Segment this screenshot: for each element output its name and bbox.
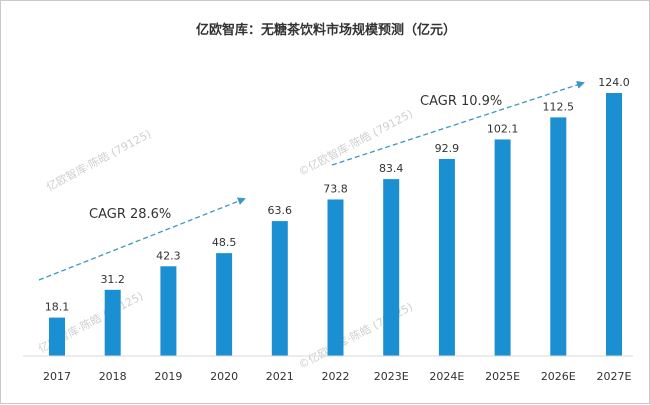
x-tick-2026E: 2026E — [541, 370, 576, 383]
bar-2026E — [550, 117, 567, 356]
x-tick-2018: 2018 — [99, 370, 127, 383]
value-label-2021: 63.6 — [268, 204, 293, 217]
bar-2017 — [49, 317, 65, 356]
bar-2025E — [494, 139, 511, 356]
x-tick-2019: 2019 — [154, 370, 182, 383]
chart-title: 亿欧智库：无糖茶饮料市场规模预测（亿元） — [196, 22, 456, 38]
x-tick-2022: 2022 — [322, 370, 350, 383]
x-tick-2021: 2021 — [266, 370, 294, 383]
bar-2021 — [271, 221, 288, 356]
value-label-2017: 18.1 — [45, 301, 70, 314]
bar-2019 — [160, 266, 177, 356]
value-label-2020: 48.5 — [212, 236, 237, 249]
value-label-2019: 42.3 — [156, 249, 181, 262]
x-tick-2017: 2017 — [43, 370, 71, 383]
cagr-label-1: CAGR 28.6% — [89, 207, 171, 222]
x-tick-2024E: 2024E — [429, 370, 464, 383]
x-tick-2020: 2020 — [210, 370, 238, 383]
cagr-arrow-2 — [331, 81, 585, 166]
bar-2024E — [438, 158, 455, 356]
value-label-2025E: 102.1 — [487, 122, 519, 135]
cagr-arrow-1 — [38, 197, 246, 281]
bar-2018 — [104, 289, 121, 356]
bar-2020 — [216, 253, 233, 356]
watermark-1: 亿欧智库·陈皓 (79125) — [44, 127, 154, 194]
cagr-label-2: CAGR 10.9% — [420, 94, 502, 109]
value-label-2024E: 92.9 — [435, 142, 460, 155]
value-label-2018: 31.2 — [100, 273, 125, 286]
x-tick-2027E: 2027E — [597, 370, 632, 383]
bar-2027E — [606, 93, 622, 356]
x-tick-2023E: 2023E — [374, 370, 409, 383]
bar-2022 — [327, 199, 344, 356]
value-label-2022: 73.8 — [323, 182, 348, 195]
value-label-2027E: 124.0 — [598, 76, 630, 89]
bar-2023E — [383, 179, 400, 356]
x-tick-2025E: 2025E — [485, 370, 520, 383]
value-label-2023E: 83.4 — [379, 162, 404, 175]
value-label-2026E: 112.5 — [543, 100, 575, 113]
